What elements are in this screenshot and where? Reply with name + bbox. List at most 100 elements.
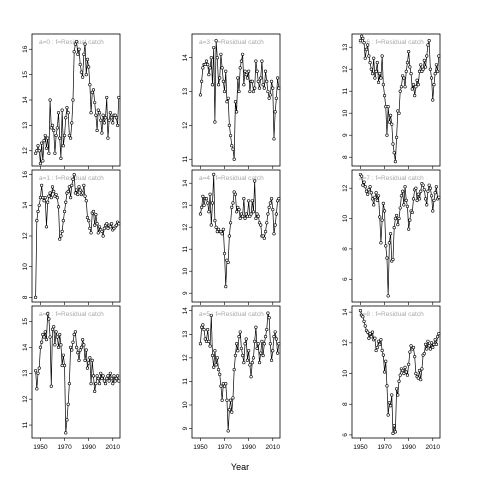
data-point (382, 370, 387, 374)
data-point (44, 338, 49, 342)
data-point (106, 136, 110, 140)
data-point (72, 332, 76, 337)
panel-a1: 8 10 12 14 16 a=1 : f=Residual catch (22, 169, 121, 305)
y-tick-label: 8 (22, 295, 29, 299)
data-point (417, 368, 422, 373)
data-point (259, 351, 263, 355)
data-point (227, 234, 231, 238)
data-point (262, 236, 266, 240)
data-point (115, 123, 120, 127)
data-point (404, 69, 408, 73)
data-point (114, 376, 118, 381)
x-tick-label: 1990 (241, 444, 256, 451)
data-point (393, 430, 397, 434)
data-point (395, 213, 399, 218)
data-point (232, 368, 236, 372)
panel-a3: 11 12 13 14 a=3 : f=Residual catch (182, 33, 281, 169)
data-point (257, 360, 262, 365)
data-point (387, 241, 391, 245)
panel-a7: 6 8 10 12 a=7 : f=Residual catch (342, 169, 441, 305)
data-point (61, 144, 65, 148)
data-point (380, 218, 384, 222)
data-point (73, 330, 77, 334)
data-point (55, 196, 59, 200)
data-point (84, 73, 88, 77)
data-point (426, 189, 430, 193)
data-point (218, 372, 222, 376)
data-point (233, 100, 237, 104)
x-tick-label: 1970 (217, 444, 232, 451)
data-point (53, 343, 57, 347)
data-point (207, 73, 211, 77)
data-point (375, 198, 379, 202)
data-point (265, 221, 269, 225)
data-point (103, 382, 108, 386)
data-point (93, 223, 97, 227)
data-point (255, 346, 259, 351)
data-point (256, 214, 260, 218)
data-point (434, 185, 438, 189)
data-point (378, 215, 382, 219)
data-point (212, 365, 216, 369)
data-point (49, 196, 53, 200)
data-point (265, 79, 269, 83)
data-point (89, 382, 93, 386)
data-point (102, 121, 106, 125)
data-point (36, 371, 40, 375)
data-point (263, 230, 268, 234)
data-point (101, 234, 105, 238)
data-point (236, 349, 240, 353)
data-point (413, 355, 417, 359)
data-point (71, 98, 75, 102)
data-point (401, 368, 405, 373)
data-point (38, 345, 43, 350)
data-point (91, 374, 96, 378)
data-point (273, 110, 277, 114)
data-point (230, 144, 234, 148)
data-point (90, 358, 94, 362)
data-point (369, 191, 373, 195)
data-point (209, 313, 213, 318)
data-point (78, 188, 82, 192)
data-point (52, 189, 56, 194)
data-point (266, 89, 270, 94)
data-point (99, 371, 103, 375)
y-tick-label: 11 (182, 245, 189, 252)
data-point (43, 133, 47, 138)
data-point (268, 201, 272, 205)
data-point (70, 121, 74, 125)
data-point (435, 69, 440, 73)
y-tick-label: 12 (182, 354, 189, 362)
data-point (48, 98, 52, 102)
data-point (44, 225, 49, 229)
data-point (435, 335, 440, 339)
data-point (108, 225, 112, 229)
data-point (414, 85, 418, 89)
data-point (83, 194, 87, 198)
data-point (241, 353, 245, 358)
data-point (265, 327, 269, 332)
data-point (232, 157, 236, 161)
data-point (256, 342, 260, 346)
series-line (200, 174, 280, 287)
data-point (36, 209, 40, 214)
data-point (48, 191, 52, 195)
data-point (250, 79, 254, 83)
data-point (46, 200, 50, 204)
data-point (386, 413, 390, 417)
data-point (363, 56, 367, 60)
data-point (214, 225, 218, 229)
panel-label: a=3 : f=Residual catch (199, 39, 264, 46)
data-point (206, 62, 210, 67)
data-point (242, 83, 246, 87)
data-point (399, 194, 404, 198)
series-line (35, 313, 120, 433)
data-point (76, 192, 80, 197)
data-point (42, 199, 46, 203)
data-point (411, 82, 416, 87)
data-point (62, 363, 67, 368)
data-point (212, 45, 216, 50)
data-point (207, 339, 211, 343)
data-point (425, 54, 429, 58)
